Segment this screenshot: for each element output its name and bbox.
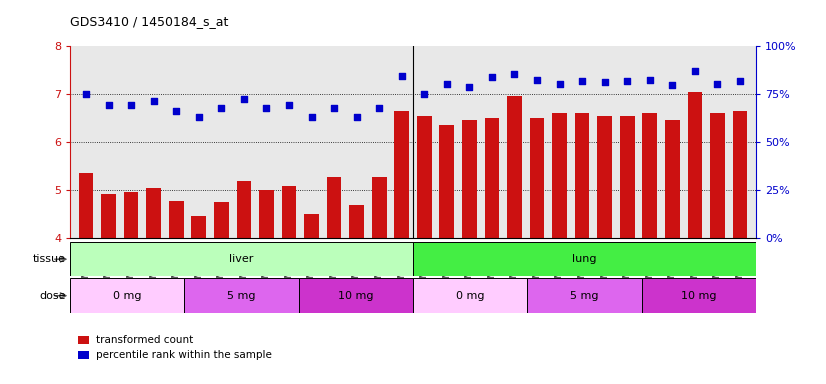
Text: 10 mg: 10 mg [338,291,373,301]
Point [598,79,611,85]
Text: 5 mg: 5 mg [227,291,256,301]
Text: 0 mg: 0 mg [113,291,141,301]
Point [530,77,544,83]
Point [418,91,431,97]
Bar [192,217,206,238]
Point [463,84,476,90]
Point [688,68,701,74]
Bar [485,118,499,238]
Point [192,114,206,120]
Bar [70,278,184,313]
Bar [372,177,387,238]
Point [169,108,183,114]
Bar [643,113,657,238]
Text: liver: liver [230,254,254,264]
Text: dose: dose [40,291,66,301]
Point [215,105,228,111]
Bar [413,242,756,276]
Point [237,96,250,102]
Bar [327,177,341,238]
Text: 10 mg: 10 mg [681,291,716,301]
Point [260,104,273,111]
Point [147,98,160,104]
Point [733,78,747,84]
Bar [78,173,93,238]
Point [350,114,363,120]
Bar [597,116,612,238]
Point [711,81,724,88]
Point [327,105,340,111]
Point [305,114,318,120]
Bar [507,96,522,238]
Bar [529,118,544,238]
Point [508,71,521,77]
Bar [394,111,409,238]
Point [576,78,589,84]
Bar [527,278,642,313]
Text: GDS3410 / 1450184_s_at: GDS3410 / 1450184_s_at [70,15,229,28]
Point [282,101,296,108]
Point [373,105,386,111]
Point [486,74,499,80]
Bar [299,278,413,313]
Point [395,73,408,79]
Bar [575,113,590,238]
Point [553,81,566,87]
Bar [282,186,297,238]
Bar [665,121,680,238]
Bar [169,200,183,238]
Bar [184,278,299,313]
Bar [710,113,724,238]
Bar [102,194,116,238]
Text: percentile rank within the sample: percentile rank within the sample [96,350,272,360]
Bar [642,278,756,313]
Bar [553,113,567,238]
Bar [413,278,527,313]
Text: tissue: tissue [33,254,66,264]
Bar [349,205,364,238]
Bar [236,182,251,238]
Text: lung: lung [572,254,596,264]
Bar [462,121,477,238]
Bar [259,190,273,238]
Bar [214,202,229,238]
Text: 0 mg: 0 mg [456,291,484,301]
Point [79,91,93,97]
Text: 5 mg: 5 mg [570,291,599,301]
Bar [439,125,454,238]
Bar [417,116,432,238]
Point [620,78,634,84]
Bar [687,92,702,238]
Point [666,83,679,89]
Bar [733,111,748,238]
Bar [304,214,319,238]
Point [125,101,138,108]
Point [643,77,657,83]
Bar [70,242,413,276]
Text: transformed count: transformed count [96,334,193,345]
Bar [146,188,161,238]
Point [440,81,453,87]
Point [102,101,115,108]
Bar [620,116,634,238]
Bar [124,192,139,238]
